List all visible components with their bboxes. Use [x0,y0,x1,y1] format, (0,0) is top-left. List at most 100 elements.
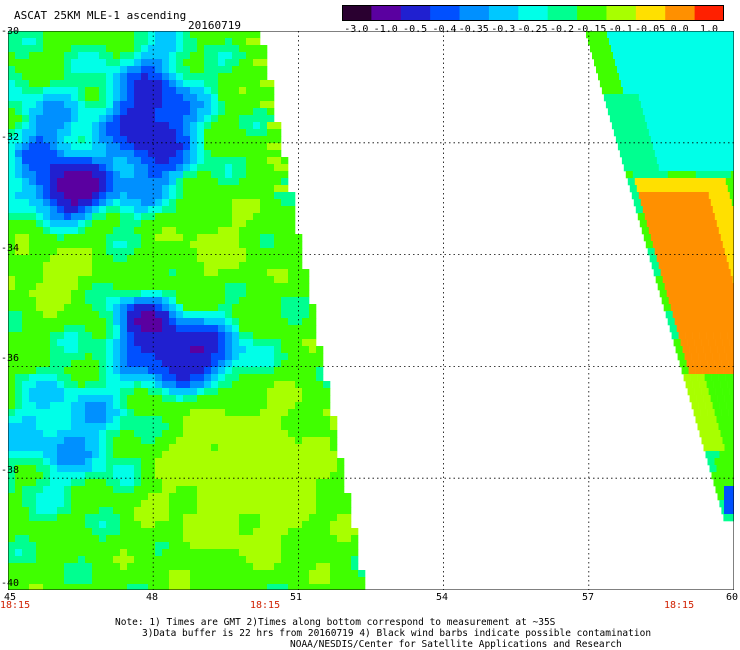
swath-cell [647,150,656,158]
swath-cell [85,52,93,60]
swath-cell [719,157,728,165]
swath-cell [281,353,289,361]
swath-cell [281,521,289,529]
swath-cell [127,171,135,179]
swath-cell [50,31,58,39]
swath-cell [274,150,282,158]
swath-cell [330,493,338,501]
swath-cell [708,94,717,102]
swath-cell [99,269,107,277]
swath-cell [681,318,689,326]
swath-cell [232,101,240,109]
swath-cell [64,479,72,487]
swath-cell [127,136,135,144]
swath-cell [134,248,142,256]
lon-label-54: 54 [436,592,449,603]
swath-cell [723,367,731,375]
swath-cell [169,129,177,137]
swath-cell [36,31,44,39]
swath-cell [699,283,707,291]
swath-cell [36,465,44,473]
swath-cell [729,192,734,200]
swath-cell [253,451,261,459]
swath-cell [43,220,51,228]
swath-cell [681,220,690,228]
swath-cell [274,234,282,242]
swath-cell [260,528,268,536]
swath-cell [148,94,156,102]
swath-cell [57,346,65,354]
swath-cell [211,472,219,480]
swath-cell [113,346,121,354]
swath-cell [663,157,672,165]
swath-cell [253,430,261,438]
swath-cell [43,297,51,305]
swath-cell [92,570,100,578]
swath-cell [15,465,23,473]
swath-cell [127,332,135,340]
swath-cell [57,66,65,74]
swath-cell [43,311,51,319]
swath-cell [113,255,121,263]
swath-cell [29,409,37,417]
swath-cell [246,129,254,137]
swath-cell [309,381,317,389]
swath-cell [218,31,226,39]
swath-cell [260,346,268,354]
swath-cell [274,584,282,590]
swath-cell [686,38,694,46]
swath-cell [78,157,86,165]
swath-cell [120,339,128,347]
swath-cell [246,507,254,515]
swath-cell [57,122,65,130]
swath-cell [36,241,44,249]
swath-cell [57,395,65,403]
swath-cell [106,94,114,102]
swath-cell [190,479,198,487]
swath-cell [176,563,184,571]
swath-cell [85,458,93,466]
swath-cell [57,304,65,312]
swath-cell [664,136,673,144]
swath-cell [225,507,233,515]
swath-cell [22,192,30,200]
swath-cell [627,80,636,88]
swath-cell [673,339,681,347]
swath-cell [92,255,100,263]
swath-cell [330,549,338,557]
swath-cell [648,227,657,235]
swath-cell [36,353,44,361]
colorbar-segment [547,5,578,21]
swath-cell [211,290,219,298]
swath-cell [64,262,72,270]
swath-cell [197,416,205,424]
swath-cell [78,143,86,151]
swath-cell [598,73,606,81]
swath-cell [302,451,310,459]
swath-cell [246,304,254,312]
swath-cell [176,570,184,578]
swath-cell [274,318,282,326]
swath-cell [316,416,324,424]
swath-cell [638,143,647,151]
swath-cell [148,528,156,536]
swath-cell [134,549,142,557]
swath-cell [29,325,37,333]
swath-cell [281,171,289,179]
swath-cell [225,577,233,585]
swath-cell [57,311,65,319]
swath-cell [64,164,72,172]
swath-cell [218,178,226,186]
swath-cell [106,416,114,424]
swath-cell [78,388,86,396]
swath-cell [36,493,44,501]
swath-cell [15,500,23,508]
swath-cell [15,556,23,564]
swath-cell [720,136,729,144]
swath-cell [323,500,331,508]
swath-cell [344,570,352,578]
swath-cell [721,409,729,417]
swath-cell [106,59,114,67]
swath-cell [662,129,671,137]
swath-cell [302,577,310,585]
